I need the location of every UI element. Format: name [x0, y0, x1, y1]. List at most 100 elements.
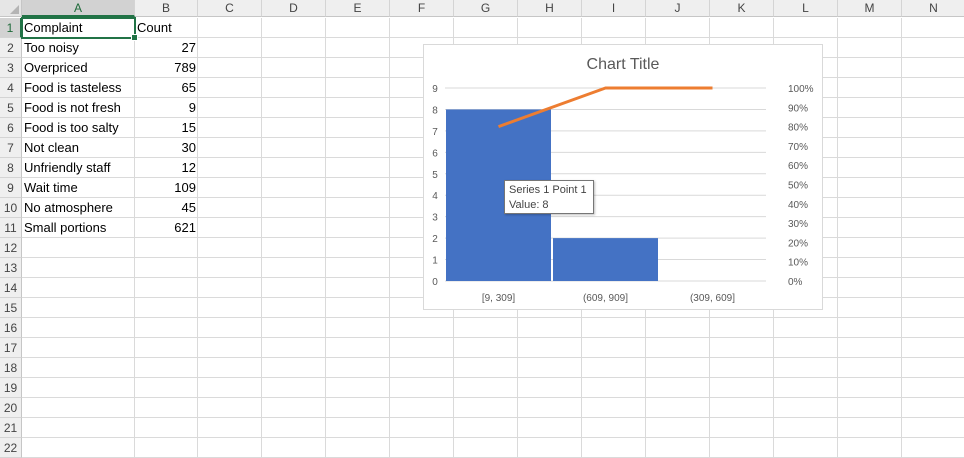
x-category-label: (309, 609] — [690, 293, 735, 304]
complaint-cell[interactable]: Unfriendly staff — [24, 160, 111, 175]
row-header-5[interactable]: 5 — [0, 98, 22, 118]
y-tick-label: 1 — [432, 256, 438, 267]
row-header-9[interactable]: 9 — [0, 178, 22, 198]
row-header-17[interactable]: 17 — [0, 338, 22, 358]
chart-title: Chart Title — [587, 56, 660, 73]
y-tick-label: 9 — [432, 84, 438, 95]
y2-tick-label: 80% — [788, 123, 808, 134]
complaint-cell[interactable]: Small portions — [24, 220, 107, 235]
y2-tick-label: 20% — [788, 238, 808, 249]
column-header-h[interactable]: H — [518, 0, 582, 17]
row-header-16[interactable]: 16 — [0, 318, 22, 338]
cumulative-percent-line — [497, 86, 713, 129]
row-header-10[interactable]: 10 — [0, 198, 22, 218]
complaint-cell[interactable]: Overpriced — [24, 60, 88, 75]
row-header-15[interactable]: 15 — [0, 298, 22, 318]
count-cell[interactable]: 789 — [174, 60, 196, 75]
count-cell[interactable]: 621 — [174, 220, 196, 235]
count-cell[interactable]: 45 — [181, 200, 196, 215]
row-header-14[interactable]: 14 — [0, 278, 22, 298]
column-header-d[interactable]: D — [262, 0, 326, 17]
column-gridline — [901, 18, 902, 458]
x-category-label: [9, 309] — [482, 293, 516, 304]
column-header-l[interactable]: L — [774, 0, 838, 17]
y2-tick-label: 50% — [788, 181, 808, 192]
column-header-k[interactable]: K — [710, 0, 774, 17]
count-cell[interactable]: 30 — [181, 140, 196, 155]
x-category-label: (609, 909] — [583, 293, 628, 304]
row-header-18[interactable]: 18 — [0, 358, 22, 378]
column-gridline — [837, 18, 838, 458]
column-gridline — [261, 18, 262, 458]
row-header-2[interactable]: 2 — [0, 38, 22, 58]
chart-tooltip: Series 1 Point 1 Value: 8 — [504, 180, 594, 214]
column-header-e[interactable]: E — [326, 0, 390, 17]
chart-plot: Chart Title01234567890%10%20%30%40%50%60… — [432, 56, 814, 304]
count-cell[interactable]: 9 — [188, 100, 196, 115]
pareto-chart[interactable]: Chart Title 0 1 2 3 4 5 6 7 8 9 0% 10% 20% 30% 40% 50% 60… — [423, 44, 823, 310]
column-header-i[interactable]: I — [582, 0, 646, 17]
count-cell[interactable]: 109 — [174, 180, 196, 195]
complaint-cell[interactable]: Too noisy — [24, 40, 79, 55]
count-cell[interactable]: 15 — [181, 120, 196, 135]
column-header-m[interactable]: M — [838, 0, 902, 17]
complaint-cell[interactable]: No atmosphere — [24, 200, 113, 215]
column-header-b[interactable]: B — [135, 0, 198, 17]
complaint-cell[interactable]: Wait time — [24, 180, 78, 195]
row-header-6[interactable]: 6 — [0, 118, 22, 138]
row-gridline — [22, 437, 964, 438]
row-header-1[interactable]: 1 — [0, 18, 22, 38]
y-tick-label: 0 — [432, 277, 438, 288]
row-header-21[interactable]: 21 — [0, 418, 22, 438]
row-header-7[interactable]: 7 — [0, 138, 22, 158]
row-header-4[interactable]: 4 — [0, 78, 22, 98]
y-tick-label: 3 — [432, 213, 438, 224]
complaint-cell[interactable]: Food is too salty — [24, 120, 119, 135]
histogram-bar — [553, 238, 658, 281]
column-gridline — [197, 18, 198, 458]
y-tick-label: 4 — [432, 191, 438, 202]
row-header-22[interactable]: 22 — [0, 438, 22, 458]
y-tick-label: 7 — [432, 127, 438, 138]
select-all-corner[interactable] — [0, 0, 22, 17]
header-cell-complaint[interactable]: Complaint — [24, 20, 83, 35]
row-header-19[interactable]: 19 — [0, 378, 22, 398]
column-header-g[interactable]: G — [454, 0, 518, 17]
y-tick-label: 6 — [432, 148, 438, 159]
row-gridline — [22, 357, 964, 358]
count-cell[interactable]: 27 — [181, 40, 196, 55]
row-header-11[interactable]: 11 — [0, 218, 22, 238]
row-header-3[interactable]: 3 — [0, 58, 22, 78]
complaint-cell[interactable]: Not clean — [24, 140, 79, 155]
y2-tick-label: 0% — [788, 277, 803, 288]
row-gridline — [22, 37, 964, 38]
count-cell[interactable]: 12 — [181, 160, 196, 175]
y2-tick-label: 30% — [788, 219, 808, 230]
y2-tick-label: 100% — [788, 84, 814, 95]
count-cell[interactable]: 65 — [181, 80, 196, 95]
y2-tick-label: 60% — [788, 161, 808, 172]
column-header-n[interactable]: N — [902, 0, 964, 17]
column-header-a[interactable]: A — [22, 0, 135, 17]
tooltip-series-point: Series 1 Point 1 — [509, 184, 587, 196]
row-gridline — [22, 337, 964, 338]
row-header-13[interactable]: 13 — [0, 258, 22, 278]
active-cell-selection — [21, 17, 138, 41]
header-cell-count[interactable]: Count — [137, 20, 172, 35]
column-header-f[interactable]: F — [390, 0, 454, 17]
row-header-12[interactable]: 12 — [0, 238, 22, 258]
row-gridline — [22, 377, 964, 378]
row-header-8[interactable]: 8 — [0, 158, 22, 178]
y2-tick-label: 90% — [788, 103, 808, 114]
column-header-j[interactable]: J — [646, 0, 710, 17]
complaint-cell[interactable]: Food is tasteless — [24, 80, 122, 95]
y-tick-label: 2 — [432, 234, 438, 245]
y-tick-label: 8 — [432, 105, 438, 116]
complaint-cell[interactable]: Food is not fresh — [24, 100, 121, 115]
column-header-c[interactable]: C — [198, 0, 262, 17]
row-gridline — [22, 397, 964, 398]
column-gridline — [134, 18, 135, 458]
column-gridline — [389, 18, 390, 458]
row-gridline — [22, 417, 964, 418]
row-header-20[interactable]: 20 — [0, 398, 22, 418]
